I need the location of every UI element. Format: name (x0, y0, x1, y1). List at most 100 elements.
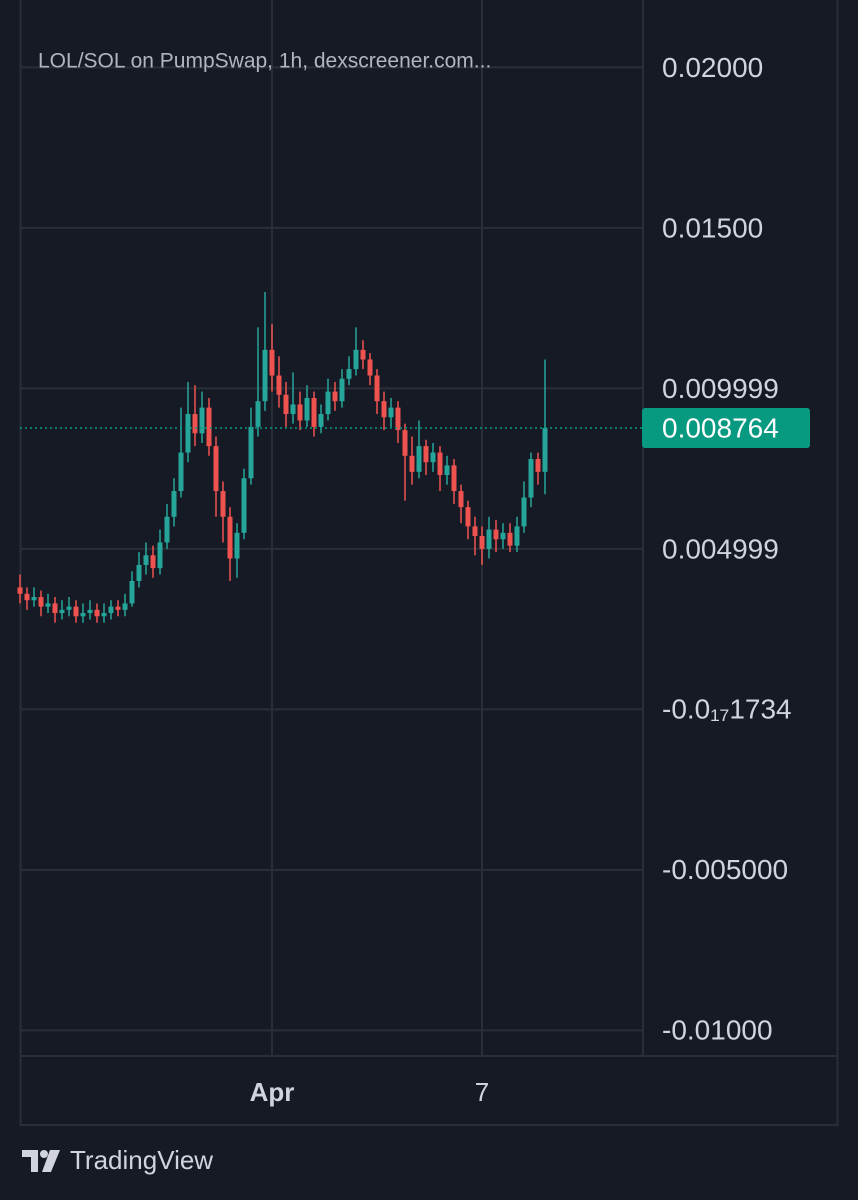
y-tick-label: -0.005000 (662, 854, 788, 885)
candle-body (472, 526, 478, 537)
candle-body (367, 359, 373, 376)
candle-body (262, 349, 268, 402)
candle-body (409, 455, 415, 472)
candle-body (241, 478, 247, 533)
y-tick-label: -0.01000 (662, 1015, 773, 1046)
candle-body (24, 593, 30, 601)
candle-body (59, 609, 65, 614)
chart-title: LOL/SOL on PumpSwap, 1h, dexscreener.com… (38, 50, 491, 73)
candle-body (276, 375, 282, 395)
candle-body (206, 407, 212, 447)
candle-body (234, 532, 240, 559)
grid (20, 0, 643, 1056)
candle-body (283, 394, 289, 415)
candle-body (150, 555, 156, 569)
y-tick-label: 0.01500 (662, 212, 763, 243)
candle-body (38, 597, 44, 607)
candle-body (171, 491, 177, 517)
candle-body (486, 529, 492, 549)
candle-body (108, 606, 114, 614)
candle-body (318, 414, 324, 427)
candle-body (521, 497, 527, 527)
candle-body (528, 458, 534, 498)
candle-body (122, 603, 128, 610)
logo-dot (40, 1150, 48, 1158)
candle-body (514, 526, 520, 546)
candle-body (458, 491, 464, 508)
y-tick-label: 0.009999 (662, 373, 779, 404)
y-tick-label: -0.0₁₇1734 (662, 694, 792, 725)
candle-body (479, 536, 485, 549)
candle-body (437, 452, 443, 476)
candle-body (423, 446, 429, 463)
candle-body (416, 446, 422, 472)
candle-body (297, 404, 303, 421)
footer-brand: TradingView (70, 1145, 213, 1175)
candle-body (248, 426, 254, 479)
x-tick-label: Apr (250, 1077, 295, 1107)
candle-body (115, 606, 121, 610)
candles (17, 292, 548, 623)
candle-body (66, 606, 72, 610)
candle-body (430, 452, 436, 463)
candle-body (52, 603, 58, 614)
logo-mark (42, 1150, 60, 1172)
candle-body (542, 428, 548, 472)
candle-body (500, 532, 506, 540)
candle-body (73, 606, 79, 617)
candle-body (451, 465, 457, 492)
candle-body (213, 446, 219, 492)
candle-body (339, 378, 345, 402)
candle-body (178, 452, 184, 492)
tradingview-logo (22, 1150, 60, 1172)
candle-body (402, 430, 408, 456)
candle-body (374, 375, 380, 402)
candle-body (395, 407, 401, 431)
candle-body (332, 391, 338, 402)
candle-body (493, 529, 499, 540)
candle-body (164, 516, 170, 543)
candle-body (255, 401, 261, 427)
candle-body (353, 349, 359, 370)
candle-body (290, 404, 296, 415)
candle-body (444, 465, 450, 476)
candle-body (185, 414, 191, 453)
x-tick-label: 7 (475, 1077, 489, 1107)
y-tick-label: 0.02000 (662, 52, 763, 83)
last-price-label: 0.008764 (662, 412, 779, 443)
candle-body (346, 369, 352, 379)
candle-body (220, 491, 226, 517)
candle-body (311, 398, 317, 427)
candle-body (269, 349, 275, 376)
frame (19, 0, 839, 1126)
candle-body (381, 401, 387, 418)
candle-body (507, 532, 513, 546)
candle-body (143, 555, 149, 565)
candle-body (87, 609, 93, 614)
candle-body (129, 580, 135, 604)
candle-body (325, 391, 331, 415)
candle-body (388, 407, 394, 418)
candle-body (94, 609, 100, 617)
candle-body (45, 603, 51, 607)
candle-body (465, 507, 471, 527)
candle-body (31, 597, 37, 601)
candle-body (360, 349, 366, 360)
overlay: 0.02000 0.01500 0.009999 0.004999 -0.0₁₇1734… (20, 52, 810, 1107)
candle-body (157, 542, 163, 569)
candle-body (192, 414, 198, 434)
candle-body (199, 407, 205, 434)
candle-body (227, 516, 233, 559)
logo-mark (22, 1150, 38, 1172)
candle-body (304, 398, 310, 421)
candle-body (101, 613, 107, 617)
y-tick-label: 0.004999 (662, 533, 779, 564)
candle-body (17, 587, 23, 594)
candle-body (136, 564, 142, 581)
candle-body (535, 458, 541, 472)
last-price-box (642, 408, 810, 449)
candle-body (80, 613, 86, 617)
